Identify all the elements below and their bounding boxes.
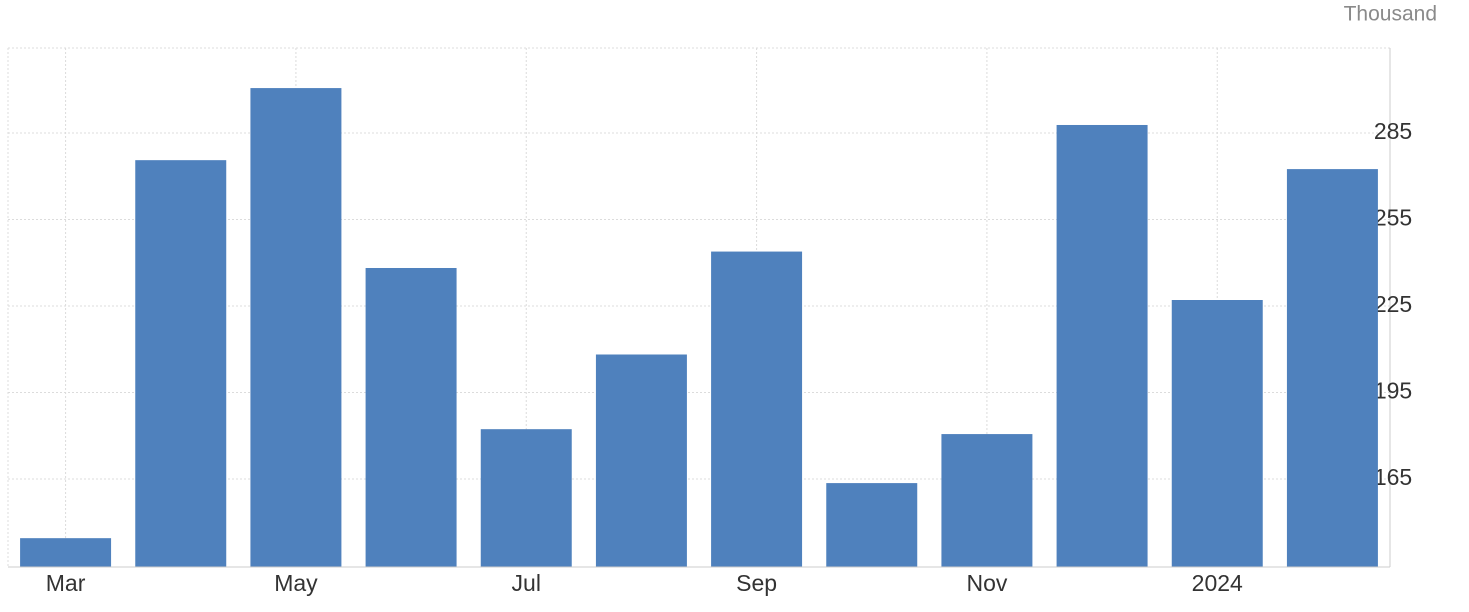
bar bbox=[365, 267, 457, 567]
bar bbox=[1286, 169, 1378, 567]
y-tick-label: 225 bbox=[1374, 291, 1412, 317]
y-tick-label: 165 bbox=[1374, 464, 1412, 490]
x-tick-label: 2024 bbox=[1192, 570, 1243, 596]
bar bbox=[1056, 124, 1148, 568]
y-tick-label: 195 bbox=[1374, 378, 1412, 404]
x-tick-label: Jul bbox=[512, 570, 541, 596]
bar bbox=[595, 354, 687, 567]
bar bbox=[1171, 300, 1263, 567]
bar bbox=[135, 160, 227, 567]
x-tick-label: Mar bbox=[46, 570, 86, 596]
y-tick-label: 255 bbox=[1374, 205, 1412, 231]
bar bbox=[250, 88, 342, 567]
bar bbox=[711, 251, 803, 567]
bar bbox=[826, 483, 918, 567]
bar bbox=[20, 538, 112, 567]
y-tick-label: 285 bbox=[1374, 118, 1412, 144]
bar bbox=[480, 429, 572, 567]
unit-label: Thousand bbox=[1344, 3, 1437, 26]
x-tick-label: May bbox=[274, 570, 318, 596]
x-tick-label: Sep bbox=[736, 570, 777, 596]
bar bbox=[941, 434, 1033, 567]
x-tick-label: Nov bbox=[966, 570, 1007, 596]
